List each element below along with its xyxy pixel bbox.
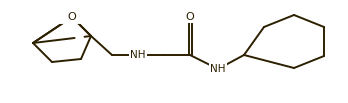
Text: O: O — [68, 12, 76, 22]
Text: O: O — [185, 12, 195, 22]
Text: NH: NH — [130, 50, 146, 60]
Text: NH: NH — [210, 64, 226, 74]
